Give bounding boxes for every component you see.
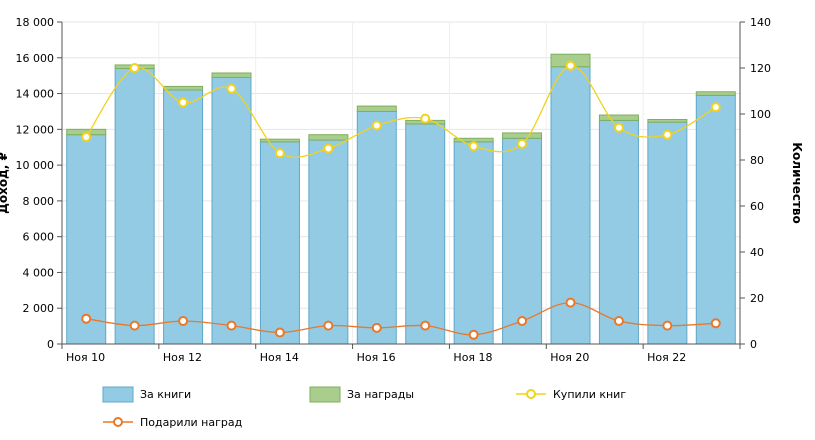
x-tick-label: Ноя 14 [260,351,299,364]
legend-label-books-bought: Купили книг [553,388,626,401]
y-right-tick-label: 40 [750,246,764,259]
bar-awards [212,73,251,77]
bar-books [454,142,493,344]
y-right-tick-label: 20 [750,292,764,305]
point-awards-gifted [518,317,526,325]
bar-books [67,135,106,344]
bar-awards [648,119,687,122]
point-awards-gifted [470,331,478,339]
point-awards-gifted [421,322,429,330]
bar-awards [164,86,203,90]
bar-awards [599,115,638,120]
bar-books [260,142,299,344]
point-books-bought [179,99,187,107]
point-books-bought [131,64,139,72]
legend-label-awards: За награды [347,388,414,401]
bar-awards [309,135,348,140]
bar-books [212,77,251,344]
y-left-tick-label: 2 000 [23,302,55,315]
y-left-tick-label: 16 000 [16,52,55,65]
point-awards-gifted [567,299,575,307]
bar-books [599,120,638,344]
point-awards-gifted [276,329,284,337]
point-books-bought [663,131,671,139]
point-books-bought [615,124,623,132]
point-awards-gifted [82,315,90,323]
x-tick-label: Ноя 12 [163,351,202,364]
y-left-tick-label: 8 000 [23,195,55,208]
bar-awards [260,139,299,142]
y-left-tick-label: 10 000 [16,159,55,172]
y-right-tick-label: 120 [750,62,771,75]
bar-books [406,124,445,344]
legend-swatch-books [103,387,133,402]
bar-books [115,69,154,344]
bar-books [648,122,687,344]
bar-awards [696,92,735,96]
point-awards-gifted [324,322,332,330]
x-tick-label: Ноя 10 [66,351,105,364]
bar-books [503,138,542,344]
bar-awards [503,133,542,138]
y-left-axis-title: Доход, ₽ [0,152,10,214]
x-tick-label: Ноя 20 [550,351,589,364]
point-awards-gifted [179,317,187,325]
legend-label-awards-gifted: Подарили наград [140,416,243,429]
point-books-bought [276,149,284,157]
y-right-tick-label: 80 [750,154,764,167]
y-left-tick-label: 6 000 [23,231,55,244]
point-books-bought [373,122,381,130]
point-awards-gifted [131,322,139,330]
bar-books [696,95,735,344]
bar-books [357,111,396,344]
legend-label-books: За книги [140,388,191,401]
legend-swatch-awards [310,387,340,402]
x-tick-label: Ноя 16 [357,351,396,364]
y-right-tick-label: 60 [750,200,764,213]
y-right-tick-label: 100 [750,108,771,121]
bar-books [164,90,203,344]
legend: За книги За награды Купили книг Подарили на… [103,387,626,429]
point-awards-gifted [712,319,720,327]
point-books-bought [518,140,526,148]
y-left-tick-label: 18 000 [16,16,55,29]
x-tick-label: Ноя 22 [647,351,686,364]
y-left-tick-label: 12 000 [16,123,55,136]
point-books-bought [421,115,429,123]
point-books-bought [324,145,332,153]
point-awards-gifted [228,322,236,330]
point-awards-gifted [615,317,623,325]
point-books-bought [712,103,720,111]
y-left-tick-label: 0 [47,338,54,351]
y-right-tick-label: 140 [750,16,771,29]
y-right-axis-title: Количество [790,142,804,224]
bar-books [309,140,348,344]
bar-awards [357,106,396,111]
y-right-tick-label: 0 [750,338,757,351]
point-books-bought [228,85,236,93]
point-awards-gifted [663,322,671,330]
point-awards-gifted [373,324,381,332]
y-left-tick-label: 4 000 [23,266,55,279]
legend-marker-awards-gifted [114,418,122,426]
y-left-tick-label: 14 000 [16,88,55,101]
point-books-bought [567,62,575,70]
legend-marker-books-bought [527,390,535,398]
bars-layer [67,54,736,344]
point-books-bought [82,133,90,141]
point-books-bought [470,142,478,150]
x-tick-label: Ноя 18 [453,351,492,364]
